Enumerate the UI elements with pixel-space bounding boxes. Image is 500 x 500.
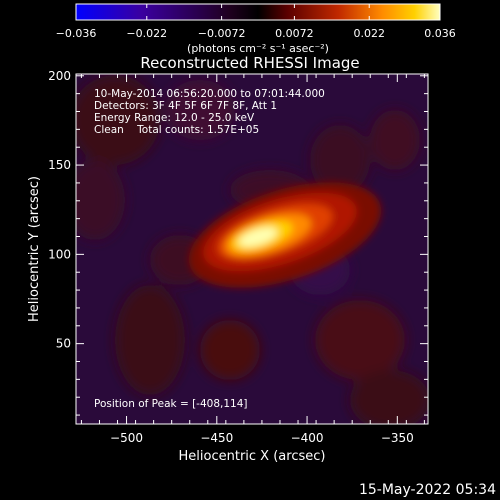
annotation-detectors: Detectors: 3F 4F 5F 6F 7F 8F, Att 1 <box>94 100 277 112</box>
colorbar-tick-label: 0.036 <box>424 27 456 40</box>
y-axis-ticks: 50 100 150 200 <box>48 69 428 416</box>
annotation-clean: Clean Total counts: 1.57E+05 <box>94 124 259 136</box>
colorbar-tick-label: 0.022 <box>353 27 385 40</box>
x-tick-label: −500 <box>110 431 143 445</box>
plot-frame <box>75 73 429 425</box>
annotation-peak: Position of Peak = [-408,114] <box>94 398 248 410</box>
colorbar-tick-label: 0.0072 <box>275 27 314 40</box>
footer-date: 15-May-2022 05:34 <box>358 482 496 498</box>
x-axis-ticks: −500 −450 −400 −350 <box>80 74 425 445</box>
colorbar-gradient <box>75 3 441 21</box>
y-tick-label: 100 <box>48 247 71 261</box>
colorbar-tick-label: −0.0072 <box>198 27 246 40</box>
colorbar-tick-label: −0.022 <box>126 27 167 40</box>
chart-title: Reconstructed RHESSI Image <box>140 54 359 72</box>
colorbar-ticks: −0.036 −0.022 −0.0072 0.0072 0.022 0.036 <box>56 4 456 40</box>
colorbar-tick-label: −0.036 <box>56 27 97 40</box>
annotation-time: 10-May-2014 06:56:20.000 to 07:01:44.000 <box>94 88 325 100</box>
colorbar-units: (photons cm⁻² s⁻¹ asec⁻²) <box>187 42 329 55</box>
y-tick-label: 150 <box>48 158 71 172</box>
colorbar: −0.036 −0.022 −0.0072 0.0072 0.022 0.036 (pho… <box>56 3 456 55</box>
heatmap-plot: Reconstructed RHESSI Image <box>27 54 429 464</box>
annotation-energy: Energy Range: 12.0 - 25.0 keV <box>94 112 255 124</box>
heatmap-image <box>76 74 428 424</box>
x-tick-label: −350 <box>381 431 414 445</box>
x-tick-label: −400 <box>291 431 324 445</box>
x-axis-label: Heliocentric X (arcsec) <box>179 449 326 464</box>
y-axis-label: Heliocentric Y (arcsec) <box>27 176 42 322</box>
y-tick-label: 50 <box>56 337 71 351</box>
y-tick-label: 200 <box>48 69 71 83</box>
x-tick-label: −450 <box>200 431 233 445</box>
